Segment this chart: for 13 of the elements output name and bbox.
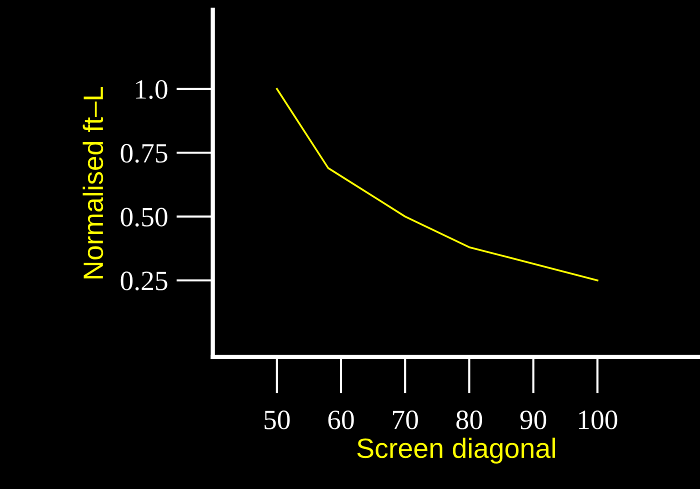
y-tick-label: 0.75 xyxy=(120,144,168,163)
y-tick-label: 0.50 xyxy=(120,208,168,227)
x-axis-title: Screen diagonal xyxy=(357,438,555,464)
y-tick-label: 1.0 xyxy=(136,80,168,99)
x-tick-label: 70 xyxy=(393,410,418,430)
x-tick-label: 80 xyxy=(456,410,482,430)
y-axis-title: Normalised ft–L xyxy=(82,87,104,278)
x-tick-label: 90 xyxy=(520,410,546,430)
x-tick-label: 60 xyxy=(328,410,354,430)
y-tick-label: 0.25 xyxy=(120,272,168,290)
x-tick-label: 50 xyxy=(264,410,290,430)
x-tick-label: 100 xyxy=(579,410,618,430)
line-series xyxy=(276,88,598,282)
